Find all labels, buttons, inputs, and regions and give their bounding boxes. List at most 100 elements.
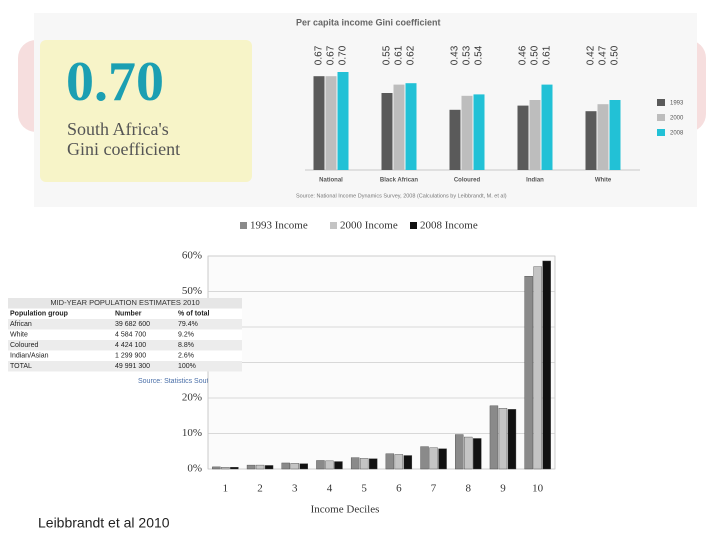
table-cell: 9.2% — [178, 332, 194, 339]
table-row-bg — [8, 340, 242, 351]
legend-label: 1993 Income — [250, 220, 308, 232]
legend-swatch — [657, 114, 665, 121]
legend-label: 2008 — [670, 131, 684, 137]
x-tick-label: 5 — [361, 483, 367, 495]
table-header: Population group — [10, 311, 68, 318]
bar — [542, 260, 551, 470]
table-cell: 1 299 900 — [115, 353, 146, 360]
y-tick-label: 0% — [187, 463, 202, 475]
legend-label: 2000 Income — [340, 220, 398, 232]
value-label: 0.46 — [518, 45, 529, 65]
table-row-bg — [8, 361, 242, 372]
table-cell: 4 584 700 — [115, 332, 146, 339]
bar — [313, 76, 325, 170]
bar — [473, 438, 482, 470]
bar — [221, 467, 230, 470]
bar — [489, 405, 499, 470]
bar — [337, 72, 349, 170]
bar — [325, 460, 334, 470]
bar — [524, 276, 533, 470]
value-label: 0.54 — [474, 45, 485, 65]
value-label: 0.62 — [406, 45, 417, 65]
bar — [403, 455, 413, 470]
callout-box — [40, 40, 252, 182]
bar — [385, 453, 395, 470]
x-axis-label: Income Deciles — [311, 504, 380, 516]
chart-source: Source: National Income Dynamics Survey,… — [296, 193, 507, 199]
bar — [420, 446, 429, 470]
table-cell: 2.6% — [178, 353, 194, 360]
bar — [359, 458, 369, 470]
table-cell: TOTAL — [10, 363, 32, 370]
bar — [517, 105, 529, 170]
x-tick-label: 8 — [466, 483, 472, 495]
caption: Leibbrandt et al 2010 — [38, 515, 170, 531]
y-tick-label: 50% — [182, 285, 202, 297]
table-cell: African — [10, 321, 32, 328]
legend-swatch — [330, 222, 337, 229]
bar — [350, 457, 360, 470]
x-tick-label: 4 — [327, 483, 333, 495]
value-label: 0.42 — [586, 45, 597, 65]
bar — [533, 266, 542, 470]
value-label: 0.50 — [530, 45, 541, 65]
table-cell: 100% — [178, 363, 196, 370]
value-label: 0.43 — [450, 45, 461, 65]
chart-title: Per capita income Gini coefficient — [296, 17, 441, 27]
bar — [438, 448, 447, 470]
bar — [597, 104, 609, 170]
y-tick-label: 10% — [182, 427, 202, 439]
bar — [473, 94, 485, 170]
x-tick-label: 3 — [292, 483, 298, 495]
bar — [264, 465, 274, 470]
bar — [405, 83, 417, 170]
table-title-bg — [8, 298, 242, 309]
y-tick-label: 60% — [182, 250, 202, 262]
bar — [212, 466, 221, 470]
table-cell: Indian/Asian — [10, 353, 49, 360]
callout-line: South Africa's — [67, 119, 169, 139]
value-label: 0.61 — [394, 45, 405, 65]
table-bg — [8, 298, 242, 372]
value-label: 0.53 — [462, 45, 473, 65]
legend-swatch — [657, 99, 665, 106]
bar — [334, 461, 343, 470]
bar — [529, 100, 541, 170]
x-tick-label: National — [319, 178, 343, 184]
y-tick-label: 20% — [182, 392, 202, 404]
bar — [464, 436, 473, 470]
bar — [281, 462, 290, 470]
bar — [299, 463, 308, 470]
table-row-bg — [8, 319, 242, 330]
callout-value: 0.70 — [66, 51, 164, 113]
bar — [507, 409, 517, 470]
table-cell: 4 424 100 — [115, 342, 146, 349]
x-tick-label: 7 — [431, 483, 437, 495]
table-title: MID-YEAR POPULATION ESTIMATES 2010 — [50, 298, 199, 307]
x-tick-label: 1 — [223, 483, 229, 495]
table-header: Number — [115, 311, 142, 318]
table-source: Source: Statistics South Africa — [138, 378, 232, 385]
x-tick-label: Indian — [526, 178, 544, 184]
bar — [381, 93, 393, 170]
table-cell: White — [10, 332, 28, 339]
legend-swatch — [657, 129, 665, 136]
bar — [255, 464, 265, 470]
x-tick-label: 6 — [396, 483, 402, 495]
bar — [609, 100, 621, 170]
table-cell: 39 682 600 — [115, 321, 150, 328]
callout-line: Gini coefficient — [67, 139, 180, 159]
value-label: 0.61 — [542, 45, 553, 65]
bar — [368, 458, 378, 470]
table-cell: 49 991 300 — [115, 363, 150, 370]
bar — [429, 447, 438, 470]
bar — [290, 463, 299, 470]
value-label: 0.50 — [610, 45, 621, 65]
legend-swatch — [240, 222, 247, 229]
x-tick-label: White — [595, 178, 612, 184]
bar — [246, 464, 256, 470]
value-label: 0.70 — [338, 45, 349, 65]
value-label: 0.55 — [382, 45, 393, 65]
bar — [230, 467, 239, 470]
